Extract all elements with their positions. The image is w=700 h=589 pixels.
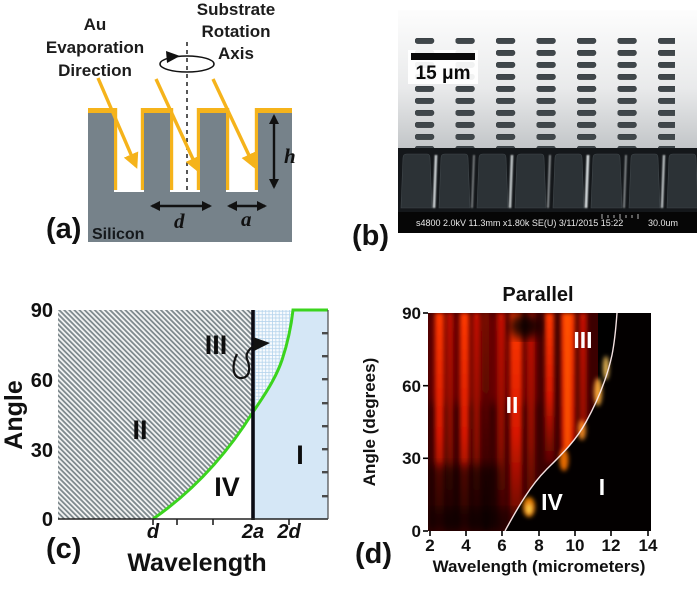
d-region-II-label: II [506, 392, 519, 418]
rotation-axis-label: Substrate Rotation Axis [197, 0, 275, 63]
d-dispersion-curve [504, 313, 618, 531]
d-xtick-14: 14 [639, 536, 658, 555]
sem-caption-text: s4800 2.0kV 11.3mm x1.80k SE(U) 3/11/201… [416, 218, 623, 228]
rotation-arrowhead-icon [166, 51, 180, 63]
c-ytick-0: 0 [42, 509, 53, 531]
c-region-I-label: I [296, 440, 304, 470]
d-ytick-30: 30 [402, 449, 421, 468]
c-region-IV-label: IV [214, 472, 240, 502]
c-xtick-d: d [147, 521, 160, 543]
dim-a-label: a [241, 207, 252, 231]
evaporation-label-line2: Evaporation [46, 38, 144, 57]
scale-bar-label: 15 μm [416, 63, 471, 84]
d-ytick-90: 90 [402, 304, 421, 323]
c-xtick-2a: 2a [241, 521, 264, 543]
sem-scale-text: 30.0um [648, 218, 678, 228]
panel-a-schematic: Au Evaporation Direction Substrate Rotat… [46, 0, 296, 245]
boundary-curve-upper [251, 308, 328, 413]
c-ylabel: Angle [0, 380, 28, 450]
rotation-label-line2: Rotation [202, 22, 271, 41]
d-xtick-6: 6 [497, 536, 506, 555]
evaporation-label-line3: Direction [58, 61, 132, 80]
silicon-label: Silicon [92, 226, 144, 243]
rotation-label-line3: Axis [218, 44, 254, 63]
rotation-ellipse-icon [159, 55, 215, 73]
silicon-structure [88, 112, 292, 242]
evaporation-label-line1: Au [84, 15, 107, 34]
sem-caption-bar: s4800 2.0kV 11.3mm x1.80k SE(U) 3/11/201… [398, 212, 697, 233]
c-region-III-label: III [205, 330, 228, 360]
region-II-area [58, 310, 253, 519]
c-right-ticks [322, 332, 328, 498]
d-ytick-60: 60 [402, 377, 421, 396]
panel-d-tag: (d) [355, 538, 392, 570]
sem-micrograph: 15 μm s4800 2.0kV 11.3mm x1.80k SE(U) 3/… [398, 10, 697, 233]
sem-scale-bar: 15 μm [408, 50, 478, 84]
c-xtick-2d: 2d [276, 521, 301, 543]
c-ytick-90: 90 [31, 300, 53, 322]
d-axis-ticks [423, 312, 649, 536]
d-xtick-8: 8 [534, 536, 543, 555]
c-bottom-ticks [152, 519, 290, 525]
d-heatmap-image [428, 313, 651, 531]
c-region-II-label: II [132, 415, 147, 445]
d-region-I-dark [505, 313, 651, 531]
panel-b-tag: (b) [352, 220, 389, 252]
evaporation-arrows-icon [96, 77, 256, 173]
panel-d-heatmap: Parallel [355, 284, 658, 576]
rotation-label-line1: Substrate [197, 0, 275, 19]
dim-h-label: h [284, 144, 296, 168]
d-title: Parallel [502, 284, 573, 306]
panel-b-sem: 15 μm s4800 2.0kV 11.3mm x1.80k SE(U) 3/… [352, 10, 697, 252]
gold-coating [88, 108, 292, 190]
d-xtick-2: 2 [425, 536, 434, 555]
d-ytick-0: 0 [412, 522, 421, 541]
d-region-III-label: III [573, 327, 592, 353]
region-III-arrowhead-icon [253, 337, 270, 351]
boundary-curve-lower [152, 411, 255, 521]
panel-c-tag: (c) [46, 533, 81, 565]
region-I-area [253, 310, 328, 519]
d-xtick-10: 10 [566, 536, 585, 555]
region-III-arrow [232, 344, 257, 380]
dim-d-label: d [174, 209, 185, 233]
panel-c-region-plot: 90 60 30 0 d 2a 2d Angle Wavelength II I… [0, 300, 329, 577]
d-ylabel: Angle (degrees) [360, 358, 379, 486]
panel-a-tag: (a) [46, 213, 81, 245]
c-ytick-30: 30 [31, 440, 53, 462]
c-ytick-60: 60 [31, 370, 53, 392]
d-region-IV-label: IV [541, 489, 563, 515]
d-xlabel: Wavelength (micrometers) [433, 557, 646, 576]
d-xtick-12: 12 [602, 536, 621, 555]
evaporation-direction-label: Au Evaporation Direction [46, 15, 144, 80]
sem-ruler-ticks [601, 214, 639, 219]
d-xtick-4: 4 [461, 536, 471, 555]
d-region-I-label: I [599, 474, 605, 500]
sem-pillar-highlights [432, 154, 666, 209]
c-xlabel: Wavelength [127, 549, 266, 577]
region-III-area [253, 310, 293, 412]
